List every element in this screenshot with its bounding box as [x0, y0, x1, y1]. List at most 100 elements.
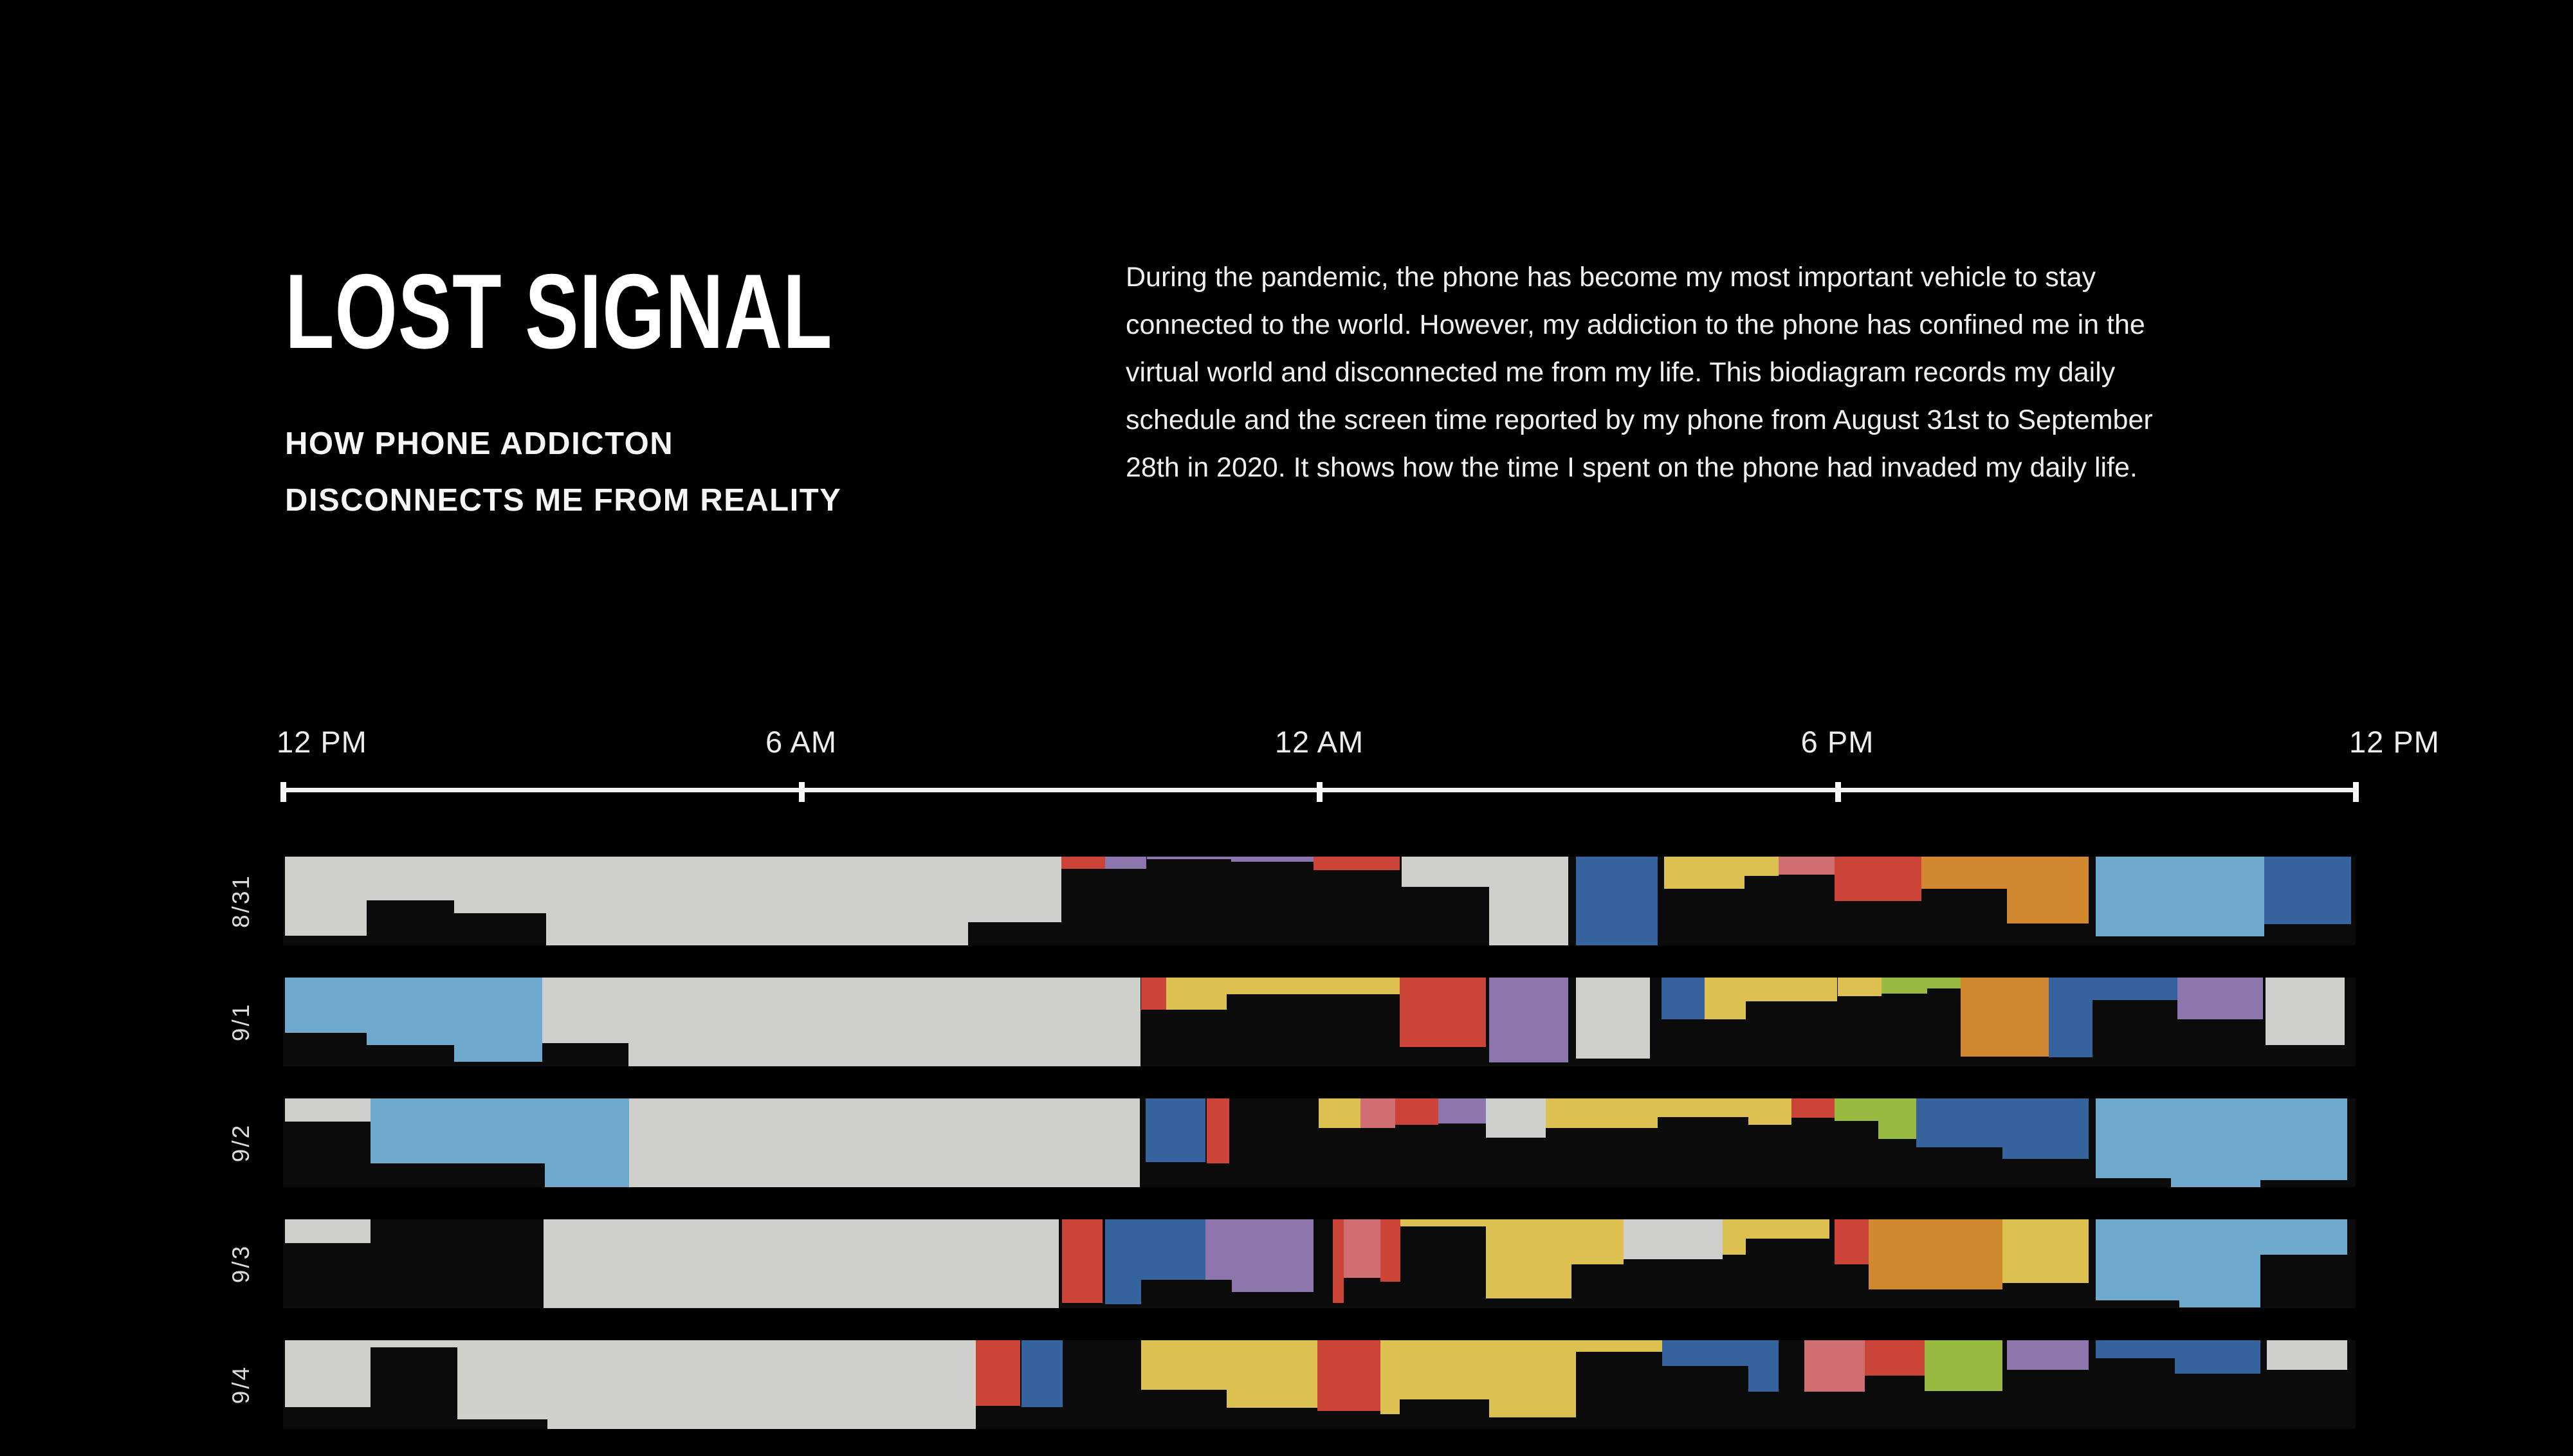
timeline-segment-gray — [284, 1340, 371, 1407]
timeline-segment-gray — [1623, 1219, 1723, 1260]
timeline-segment-yellow — [1748, 1098, 1792, 1125]
timeline-segment-red — [1061, 857, 1106, 869]
timeline-segment-blue — [1146, 1098, 1205, 1163]
timeline-segment-gray — [546, 857, 968, 945]
timeline-segment-gray — [2266, 1340, 2347, 1370]
timeline-segment-yellow — [1571, 1219, 1624, 1265]
day-row-9-4 — [283, 1340, 2356, 1429]
timeline-segment-blue — [1748, 1340, 1779, 1392]
timeline-segment-red — [1061, 1219, 1103, 1303]
timeline-segment-yellow — [1166, 978, 1227, 1010]
timeline-segment-red — [1835, 857, 1921, 901]
timeline-segment-red — [1865, 1340, 1925, 1376]
timeline-segment-orange — [1868, 1219, 2002, 1290]
timeline-segment-yellow — [2002, 1219, 2089, 1284]
timeline-segment-red — [1399, 978, 1487, 1047]
axis-tick-label: 12 PM — [2349, 725, 2440, 759]
timeline-segment-skyblue — [2260, 1219, 2347, 1255]
timeline-segment-skyblue — [370, 1098, 545, 1163]
timeline-segment-red — [975, 1340, 1021, 1406]
timeline-segment-yellow — [1227, 978, 1400, 995]
timeline-segment-gray — [457, 1340, 547, 1419]
timeline-segment-gray — [284, 1219, 371, 1244]
timeline-segment-skyblue — [367, 978, 454, 1045]
timeline-segment-blue — [2002, 1098, 2089, 1159]
timeline-segment-red — [1835, 1219, 1869, 1265]
timeline-segment-blue — [1662, 1340, 1749, 1367]
axis-tick — [798, 782, 805, 802]
timeline-segment-purple — [1146, 857, 1232, 860]
intro-paragraph-line: connected to the world. However, my addi… — [1126, 309, 2145, 340]
axis-tick-label: 6 PM — [1800, 725, 1874, 759]
timeline-segment-gray — [1575, 978, 1651, 1059]
timeline-segment-yellow — [1399, 1340, 1490, 1400]
day-label-9-2: 9/2 — [228, 1123, 254, 1163]
timeline-segment-red — [1380, 1219, 1401, 1282]
timeline-segment-pink — [1360, 1098, 1396, 1128]
timeline-segment-purple — [2006, 1340, 2089, 1370]
day-row-8-31 — [283, 857, 2356, 945]
timeline-segment-blue — [1575, 857, 1658, 945]
timeline-segment-gray — [1401, 857, 1490, 887]
axis-tick-label: 12 PM — [277, 725, 367, 759]
timeline-segment-gray — [284, 857, 367, 936]
axis-tick-label: 6 AM — [765, 725, 838, 759]
timeline-segment-red — [1333, 1219, 1344, 1303]
day-label-9-4: 9/4 — [228, 1365, 254, 1405]
timeline-segment-gray — [453, 857, 547, 914]
timeline-segment-green — [1835, 1098, 1878, 1121]
timeline-segment-pink — [1804, 1340, 1865, 1392]
timeline-segment-blue — [1141, 1219, 1205, 1280]
timeline-segment-yellow — [1663, 857, 1744, 889]
timeline-segment-blue — [1105, 1219, 1142, 1305]
timeline-segment-yellow — [1141, 1340, 1227, 1390]
intro-paragraph-line: 28th in 2020. It shows how the time I sp… — [1126, 452, 2138, 483]
timeline-segment-green — [1927, 978, 1961, 988]
timeline-segment-gray — [2266, 978, 2345, 1045]
timeline-segment-purple — [1205, 1219, 1232, 1280]
timeline-segment-purple — [1231, 857, 1314, 862]
timeline-segment-yellow — [1704, 978, 1746, 1019]
timeline-segment-red — [1313, 857, 1400, 870]
timeline-segment-skyblue — [2170, 1098, 2261, 1187]
timeline-segment-red — [1791, 1098, 1835, 1118]
timeline-segment-gray — [370, 1340, 458, 1348]
timeline-segment-blue — [2264, 857, 2352, 924]
timeline-segment-yellow — [1400, 1219, 1487, 1227]
timeline-segment-green — [1878, 1098, 1916, 1140]
timeline-segment-yellow — [1744, 857, 1779, 877]
intro-paragraph: During the pandemic, the phone has becom… — [1126, 253, 2412, 491]
timeline-segment-skyblue — [2095, 857, 2264, 937]
timeline-segment-blue — [2049, 978, 2092, 1058]
timeline-segment-gray — [967, 857, 1061, 923]
timeline-segment-red — [1317, 1340, 1381, 1412]
timeline-segment-orange — [1921, 857, 2007, 889]
axis-tick-label: 12 AM — [1274, 725, 1364, 759]
timeline-segment-skyblue — [453, 978, 542, 1062]
timeline-segment-gray — [284, 1098, 371, 1122]
day-row-9-3 — [283, 1219, 2356, 1308]
timeline-segment-blue — [2092, 978, 2178, 1000]
timeline-segment-red — [1207, 1098, 1230, 1163]
timeline-segment-blue — [1661, 978, 1705, 1019]
timeline-segment-yellow — [1746, 978, 1838, 1002]
day-label-9-1: 9/1 — [228, 1002, 254, 1042]
timeline-segment-pink — [1779, 857, 1835, 875]
timeline-segment-gray — [628, 978, 1141, 1066]
axis-tick — [2353, 782, 2359, 802]
timeline-segment-pink — [1343, 1219, 1381, 1279]
timeline-segment-green — [1881, 978, 1928, 994]
timeline-segment-gray — [547, 1340, 976, 1429]
intro-paragraph-line: During the pandemic, the phone has becom… — [1126, 262, 2096, 293]
timeline-segment-gray — [367, 857, 454, 900]
timeline-segment-yellow — [1489, 1340, 1576, 1418]
subtitle-line-2: DISCONNECTS ME FROM REALITY — [285, 483, 842, 518]
page-title: LOST SIGNAL — [285, 252, 833, 370]
timeline-segment-gray — [629, 1098, 1140, 1187]
timeline-segment-purple — [1105, 857, 1147, 869]
timeline-segment-purple — [1489, 978, 1568, 1063]
axis-tick — [1835, 782, 1841, 802]
timeline-segment-skyblue — [284, 978, 367, 1033]
timeline-segment-green — [1925, 1340, 2002, 1391]
